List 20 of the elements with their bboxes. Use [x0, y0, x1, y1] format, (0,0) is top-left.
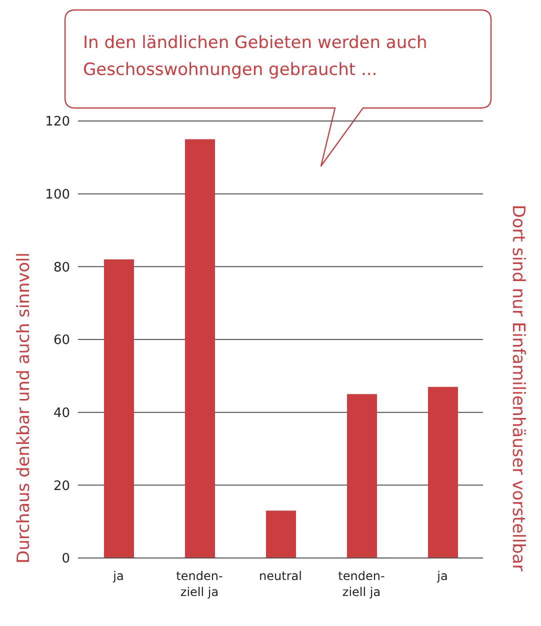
y-tick-label: 120 [45, 114, 70, 130]
y-tick-label: 100 [45, 187, 70, 202]
x-tick-label: ja [436, 569, 448, 583]
bar [347, 394, 377, 558]
y-tick-label: 80 [53, 260, 70, 276]
y-tick-label: 40 [53, 406, 70, 421]
y-tick-label: 60 [53, 333, 70, 348]
bar [266, 510, 296, 558]
y-tick-label: 0 [62, 552, 70, 567]
bar [104, 259, 134, 558]
bar [185, 139, 215, 558]
x-tick-label: tenden- ziell ja [338, 569, 385, 599]
chart-title: In den ländlichen Gebieten werden auch Geschosswohnungen gebraucht ... [83, 32, 428, 82]
y2-axis-title: Dort sind nur Einfamilienhäuser vorstellbar [508, 204, 528, 572]
x-tick-label: ja [112, 569, 124, 583]
x-tick-label: neutral [259, 569, 302, 583]
x-tick-label: tenden- ziell ja [176, 569, 223, 599]
y-axis-title: Durchaus denkbar und auch sinnvoll [14, 252, 34, 564]
bar [428, 386, 458, 558]
y-tick-label: 20 [53, 478, 70, 494]
